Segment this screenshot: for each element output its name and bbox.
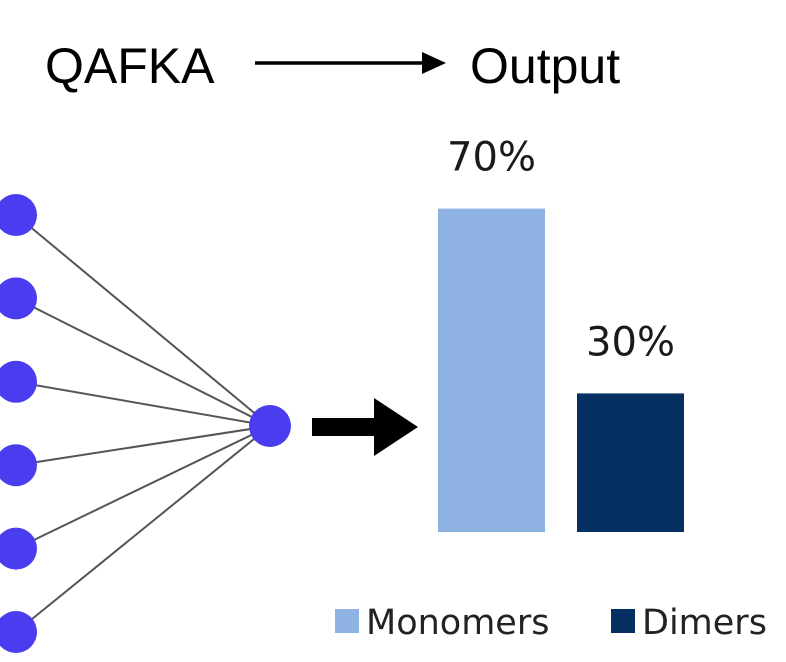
value-label-dimers: 30% — [586, 319, 675, 365]
value-label-monomers: 70% — [447, 135, 536, 181]
flow-arrow — [312, 398, 418, 456]
network-edge — [15, 297, 271, 427]
legend-label-dimers: Dimers — [642, 603, 767, 643]
input-node — [0, 444, 37, 487]
network-edge — [15, 425, 271, 633]
legend-label-monomers: Monomers — [366, 603, 549, 643]
bar-monomers — [438, 208, 545, 532]
input-nodes — [0, 194, 37, 653]
chart-bars — [438, 208, 684, 532]
output-node — [249, 405, 291, 447]
input-node — [0, 194, 37, 236]
chart-legend: Monomers Dimers — [335, 603, 767, 643]
header-arrow-head — [422, 52, 446, 74]
network-edge — [15, 214, 271, 427]
model-label: QAFKA — [45, 38, 215, 94]
neural-network — [0, 194, 291, 653]
bar-chart: 70% 30% Monomers Dimers — [335, 135, 767, 643]
flow-arrow-head — [374, 398, 418, 456]
network-edge — [15, 380, 271, 427]
legend-swatch-dimers — [611, 609, 635, 633]
input-node — [0, 360, 37, 403]
input-node — [0, 277, 37, 320]
legend-swatch-monomers — [335, 609, 359, 633]
input-node — [0, 611, 37, 653]
network-edge — [15, 425, 271, 467]
bar-dimers — [577, 393, 684, 532]
flow-arrow-shaft — [312, 418, 374, 436]
output-label: Output — [470, 38, 620, 94]
chart-value-labels: 70% 30% — [447, 135, 675, 366]
input-node — [0, 527, 37, 570]
network-edges — [15, 214, 271, 633]
network-edge — [15, 425, 271, 550]
